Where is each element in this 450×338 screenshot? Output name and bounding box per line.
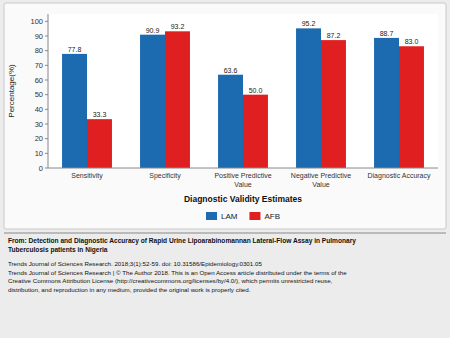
x-tick-label-line: Positive Predictive	[214, 172, 271, 179]
data-label: 87.2	[327, 32, 341, 39]
y-tick-label: 20	[35, 134, 43, 143]
x-tick-label: Negative PredictiveValue	[291, 172, 351, 188]
bar	[399, 46, 424, 168]
legend-label: AFB	[264, 212, 280, 221]
data-label: 63.6	[224, 67, 238, 74]
bar	[243, 95, 268, 168]
y-tick	[45, 124, 48, 125]
data-label: 33.3	[93, 111, 107, 118]
y-axis-label: Percentage(%)	[7, 64, 16, 118]
y-tick-label: 50	[35, 90, 43, 99]
legend: LAM AFB	[206, 212, 280, 221]
bars	[62, 28, 424, 168]
x-tick-label-line: Specificity	[149, 172, 181, 180]
y-tick-label: 0	[39, 164, 43, 173]
footnote: From: Detection and Diagnostic Accuracy …	[8, 237, 356, 254]
data-label: 93.2	[171, 23, 185, 30]
y-tick-label: 100	[30, 17, 43, 26]
page-background	[0, 0, 450, 338]
y-tick	[45, 50, 48, 51]
x-axis-line	[48, 168, 438, 169]
bar	[218, 75, 243, 168]
x-tick-label-line: Value	[234, 181, 251, 188]
y-tick-label: 40	[35, 105, 43, 114]
y-tick	[45, 80, 48, 81]
y-tick	[45, 21, 48, 22]
x-tick-label-line: Negative Predictive	[291, 172, 351, 180]
y-tick-label: 30	[35, 120, 43, 129]
bar	[165, 31, 190, 168]
y-tick	[45, 94, 48, 95]
y-tick-label: 60	[35, 76, 43, 85]
y-tick-label: 70	[35, 61, 43, 70]
chart-svg: 77.8 90.9 63.6 95.2 88.7 33.3 93.2 50.0 87.2 83.0…	[0, 0, 450, 338]
data-label: 77.8	[68, 46, 82, 53]
y-tick	[45, 65, 48, 66]
bar	[321, 40, 346, 168]
x-tick-label-line: Sensitivity	[71, 172, 103, 180]
x-tick-label: Specificity	[149, 172, 181, 180]
footnote: Trends Journal of Sciences Research. 201…	[8, 260, 347, 293]
bar	[87, 119, 112, 168]
chart-panel	[4, 3, 446, 229]
y-tick	[45, 36, 48, 37]
bar	[296, 28, 321, 168]
data-label: 90.9	[146, 27, 160, 34]
legend-swatch	[206, 212, 217, 220]
legend-item: LAM	[206, 212, 238, 221]
footnote-line: Trends Journal of Sciences Research | © …	[8, 269, 347, 276]
data-label: 50.0	[249, 87, 263, 94]
data-labels: 77.8 90.9 63.6 95.2 88.7 33.3 93.2 50.0 87.2 83.0	[68, 20, 419, 118]
x-tick-label: Sensitivity	[71, 172, 103, 180]
y-tick	[45, 109, 48, 110]
separator	[4, 233, 446, 234]
y-tick	[45, 153, 48, 154]
data-label: 83.0	[405, 38, 419, 45]
x-tick-label-line: Value	[312, 181, 329, 188]
legend-label: LAM	[221, 212, 238, 221]
footnote-line: Tuberculosis patients in Nigeria	[8, 246, 108, 254]
x-tick-label: Diagnostic Accuracy	[367, 172, 431, 180]
x-tick-label: Positive Predictive Value	[214, 172, 271, 188]
legend-swatch	[249, 212, 260, 220]
data-label: 95.2	[302, 20, 316, 27]
footnote-line: distribution, and reproduction in any me…	[8, 286, 251, 293]
y-tick	[45, 168, 48, 169]
bar	[374, 38, 399, 168]
x-axis-label: Diagnostic Validity Estimates	[184, 194, 302, 204]
y-tick-label: 10	[35, 149, 43, 158]
data-label: 88.7	[380, 30, 394, 37]
y-tick	[45, 138, 48, 139]
footnote-line: From: Detection and Diagnostic Accuracy …	[8, 237, 356, 245]
y-axis-line	[48, 14, 49, 168]
legend-item: AFB	[249, 212, 280, 221]
footnote-line: Trends Journal of Sciences Research. 201…	[8, 260, 262, 267]
y-tick-label: 90	[35, 32, 43, 41]
bar	[140, 35, 165, 168]
bar	[62, 54, 87, 168]
y-tick-label: 80	[35, 46, 43, 55]
x-tick-label-line: Diagnostic Accuracy	[367, 172, 431, 180]
footnote-line: Creative Commons Attribution License (ht…	[8, 277, 333, 284]
plot-background	[48, 14, 438, 168]
